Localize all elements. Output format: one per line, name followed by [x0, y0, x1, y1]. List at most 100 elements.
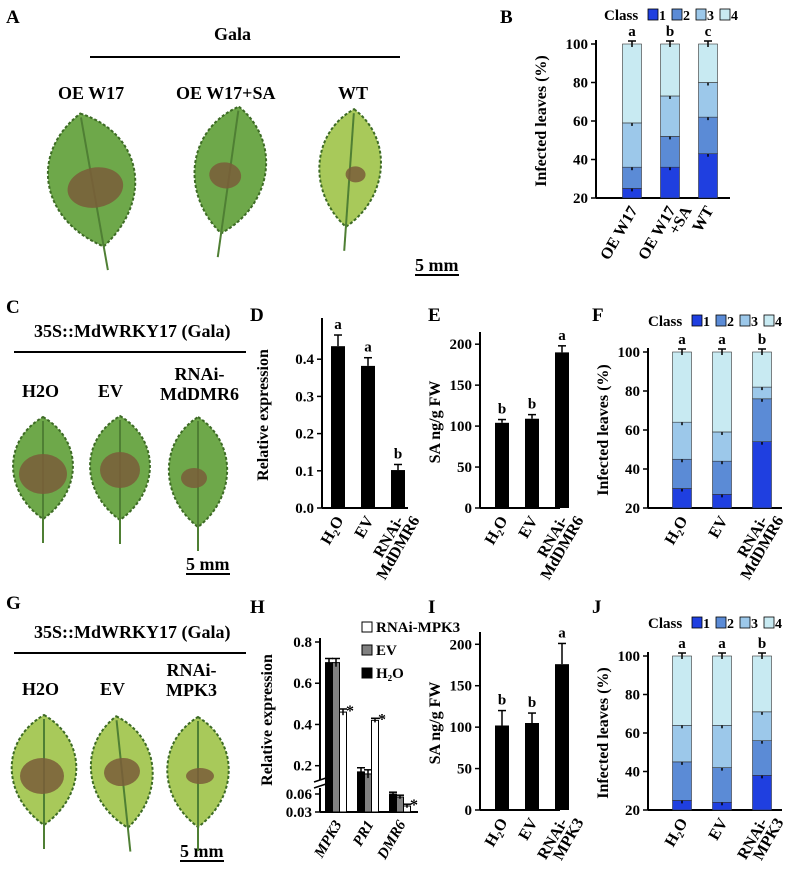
chart-H-xtick-label-1: PR1 [350, 818, 377, 849]
chart-D-bar-2 [391, 470, 405, 508]
leaf-c-rnai-lesion [181, 468, 207, 488]
chart-H-break-1 [313, 777, 327, 783]
chart-J-y-label: Infected leaves (%) [595, 667, 612, 799]
chart-F-bar-0-class-3 [672, 421, 692, 460]
chart-F-legend-swatch-2 [739, 314, 751, 327]
panel-c-label-3: RNAi- MdDMR6 [160, 364, 239, 404]
chart-E-letter-1: b [528, 397, 536, 413]
chart-I-bar-2 [555, 664, 569, 810]
leaf-a-oe-w17-sa [193, 105, 268, 258]
chart-E-xtick-label-1: EV [516, 513, 542, 541]
chart-D-bar-1 [361, 365, 375, 508]
panel-letter-h: H [250, 597, 265, 618]
chart-F-bar-2-class-1 [752, 441, 772, 509]
chart-F-letter-2: b [758, 332, 766, 348]
chart-B-bar-0-class-3 [622, 122, 642, 168]
chart-E-ytick-label-4: 200 [450, 337, 473, 353]
chart-H-legend-label-2: RNAi-MPK3 [376, 620, 460, 636]
leaf-g-h2o [10, 713, 78, 849]
chart-E-y-label: SA ng/g FW [427, 381, 444, 464]
chart-F-letter-0: a [678, 332, 686, 348]
chart-B-letter-0: a [628, 24, 636, 40]
chart-H-bar-1-0 [357, 771, 365, 813]
chart-D-ytick-label-2: 0.2 [295, 427, 314, 443]
leaf-g-rnai-lesion [186, 768, 214, 784]
chart-I-y-label: SA ng/g FW [427, 682, 444, 765]
chart-I-ytick-label-2: 100 [450, 720, 473, 736]
chart-J-legend-swatch-1 [715, 616, 727, 629]
chart-J-bar-0-class-2 [672, 761, 692, 801]
chart-J-letter-0: a [678, 636, 686, 652]
chart-F-ytick-label-1: 40 [625, 462, 640, 478]
chart-H-xtick-label-0: MPK3 [311, 818, 346, 862]
chart-F-legend-title: Class [648, 314, 682, 330]
chart-F-bar-1-class-4 [712, 351, 732, 433]
chart-F-bar-2-class-2 [752, 398, 772, 442]
chart-J-legend-label-3: 4 [775, 617, 782, 632]
chart-F-ytick-label-4: 100 [618, 345, 641, 361]
chart-H-mark-0: * [346, 703, 354, 720]
chart-H-bar-2-0 [389, 793, 397, 813]
chart-J-bar-2-class-4 [752, 655, 772, 713]
chart-B-ytick-label-2: 60 [573, 114, 588, 130]
leaf-a-oe-w17 [47, 112, 137, 271]
chart-H-mark-2: * [410, 797, 418, 814]
chart-B-bar-2-class-2 [698, 116, 718, 155]
panel-a-title-rule [90, 56, 400, 58]
chart-F-xtick-label-0: H₂O [662, 514, 692, 548]
leaf-g-rnai [166, 715, 230, 851]
chart-J-bar-1-class-2 [712, 767, 732, 803]
chart-E-letter-2: a [558, 328, 566, 344]
chart-J-xtick-label-1: EV [706, 815, 732, 843]
panel-g-title: 35S::MdWRKY17 (Gala) [34, 622, 231, 642]
leaf-a-wt-lesion [345, 166, 366, 183]
panel-letter-e: E [428, 305, 441, 326]
chart-F-y-label: Infected leaves (%) [595, 364, 612, 496]
chart-H-bar-0-1 [332, 662, 340, 813]
chart-J-legend-swatch-2 [739, 616, 751, 629]
chart-I-bar-1 [525, 723, 539, 810]
chart-H-mark-1: * [378, 711, 386, 728]
chart-I-xtick-label-1: EV [516, 815, 542, 843]
leaf-c-ev-lesion [100, 452, 140, 488]
chart-B-letter-2: c [705, 24, 712, 40]
chart-B-xtick-label-2: WT [689, 203, 717, 235]
chart-H-bar-1-1 [364, 773, 372, 813]
chart-I-bar-0 [495, 725, 509, 810]
chart-B-bar-1-class-2 [660, 136, 680, 168]
chart-I-ytick-label-4: 200 [450, 637, 473, 653]
chart-B-legend-swatch-0 [647, 8, 659, 21]
leaf-a-oe-w17-lesion [67, 167, 124, 208]
chart-F-bar-0-class-2 [672, 458, 692, 489]
chart-H-ytick-label-2: 0.6 [293, 676, 312, 692]
leaf-g-ev [89, 715, 154, 852]
panel-c-title: 35S::MdWRKY17 (Gala) [34, 321, 231, 341]
panel-letter-a: A [6, 7, 20, 28]
leaf-g-h2o-lesion [20, 758, 64, 794]
chart-B-bar-1-class-4 [660, 43, 680, 97]
chart-F-legend-swatch-1 [715, 314, 727, 327]
chart-E-bar-0 [495, 422, 509, 508]
chart-B-legend-swatch-3 [719, 8, 731, 21]
chart-D-ytick-label-1: 0.1 [295, 464, 314, 480]
chart-D-letter-0: a [334, 317, 342, 333]
chart-D-xtick-label-0: H₂O [318, 514, 348, 548]
chart-J-bar-2-class-3 [752, 711, 772, 742]
chart-B-legend-swatch-1 [671, 8, 683, 21]
chart-B-bar-2-class-4 [698, 43, 718, 83]
panel-letter-c: C [6, 297, 20, 318]
chart-E-ytick-label-3: 150 [450, 378, 473, 394]
chart-H-legend-label-1: EV [376, 643, 397, 659]
chart-F-bar-0-class-4 [672, 351, 692, 423]
chart-B-letter-1: b [666, 24, 674, 40]
chart-E-bar-1 [525, 418, 539, 508]
chart-H-legend-swatch-0 [361, 667, 373, 679]
chart-B-legend-label-0: 1 [659, 9, 666, 24]
panel-a-label-2: OE W17+SA [176, 83, 276, 103]
chart-J-legend-title: Class [648, 616, 682, 632]
chart-B-bar-1-class-1 [660, 166, 680, 199]
chart-B-legend-title: Class [604, 8, 638, 24]
chart-F-legend-swatch-0 [691, 314, 703, 327]
